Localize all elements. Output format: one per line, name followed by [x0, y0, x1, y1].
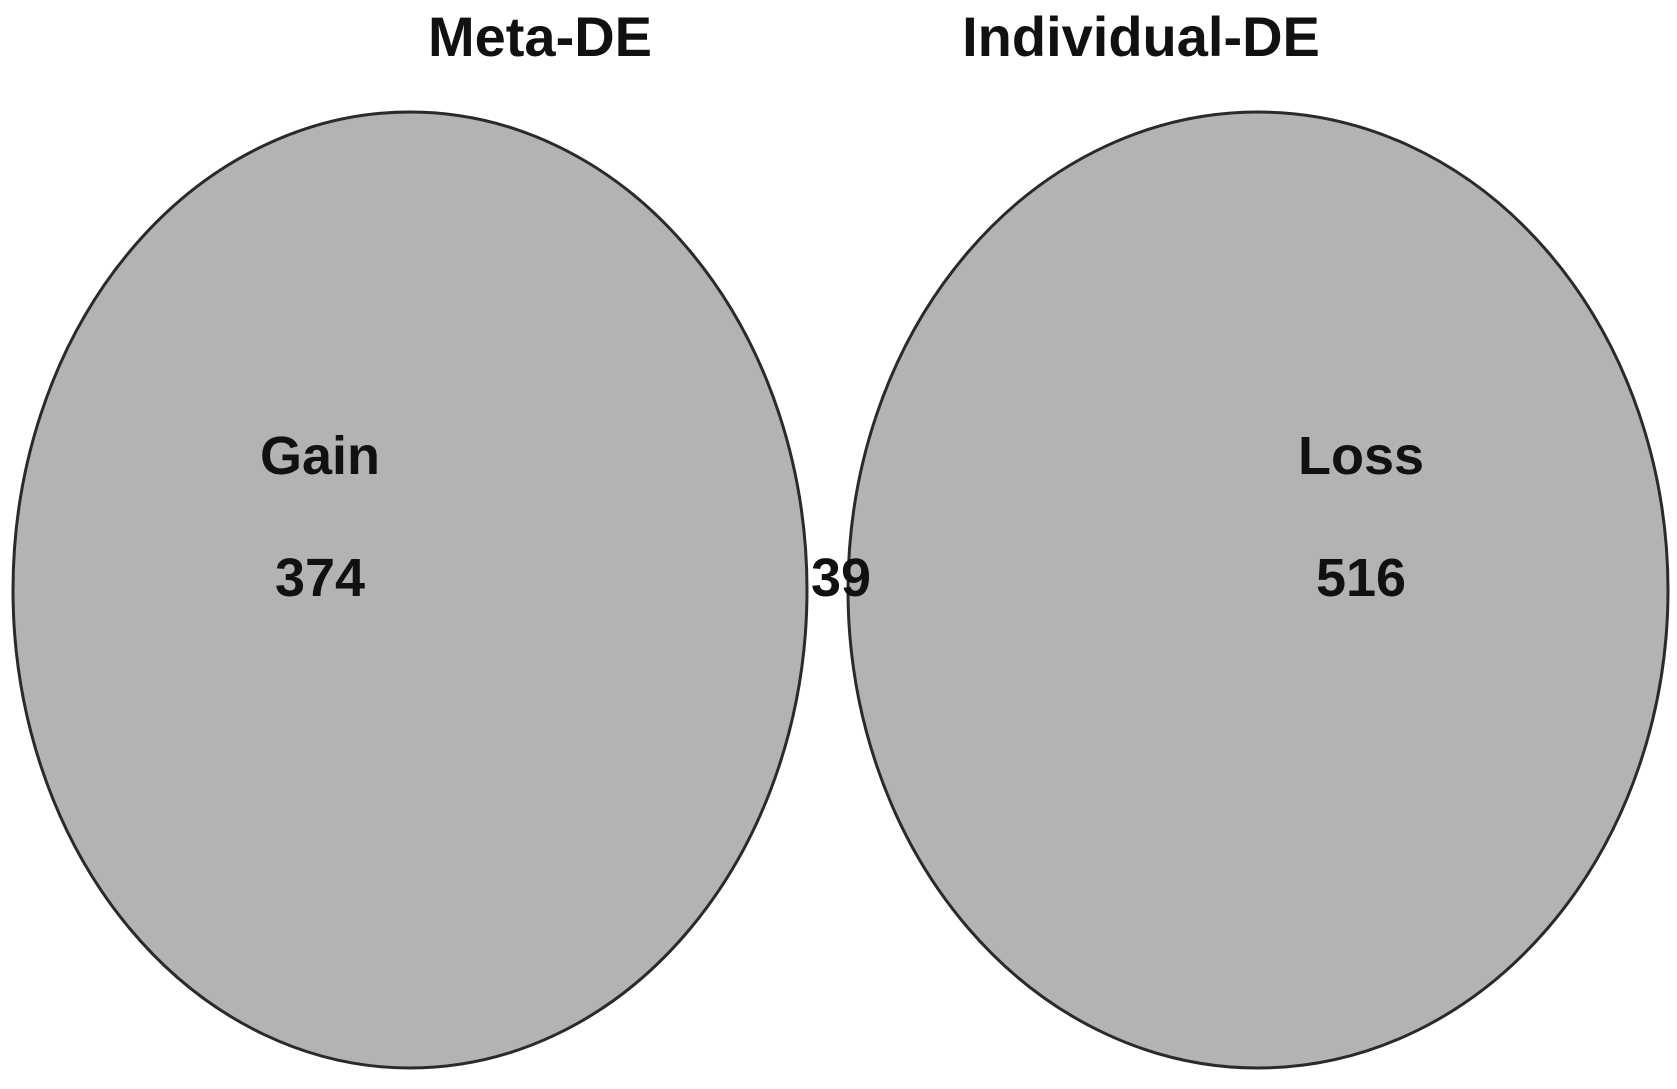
individual-de-outline — [846, 110, 1670, 1070]
meta-de-title: Meta-DE — [428, 5, 652, 68]
individual-de-title: Individual-DE — [962, 5, 1320, 68]
individual-de-circle — [848, 112, 1668, 1068]
gain-label: Gain — [260, 426, 380, 486]
loss-count: 516 — [1316, 548, 1406, 608]
meta-de-outline — [11, 110, 809, 1070]
meta-de-circle — [13, 112, 807, 1068]
loss-label: Loss — [1298, 426, 1424, 486]
gain-count: 374 — [275, 548, 365, 608]
intersection-count: 39 — [811, 548, 871, 608]
